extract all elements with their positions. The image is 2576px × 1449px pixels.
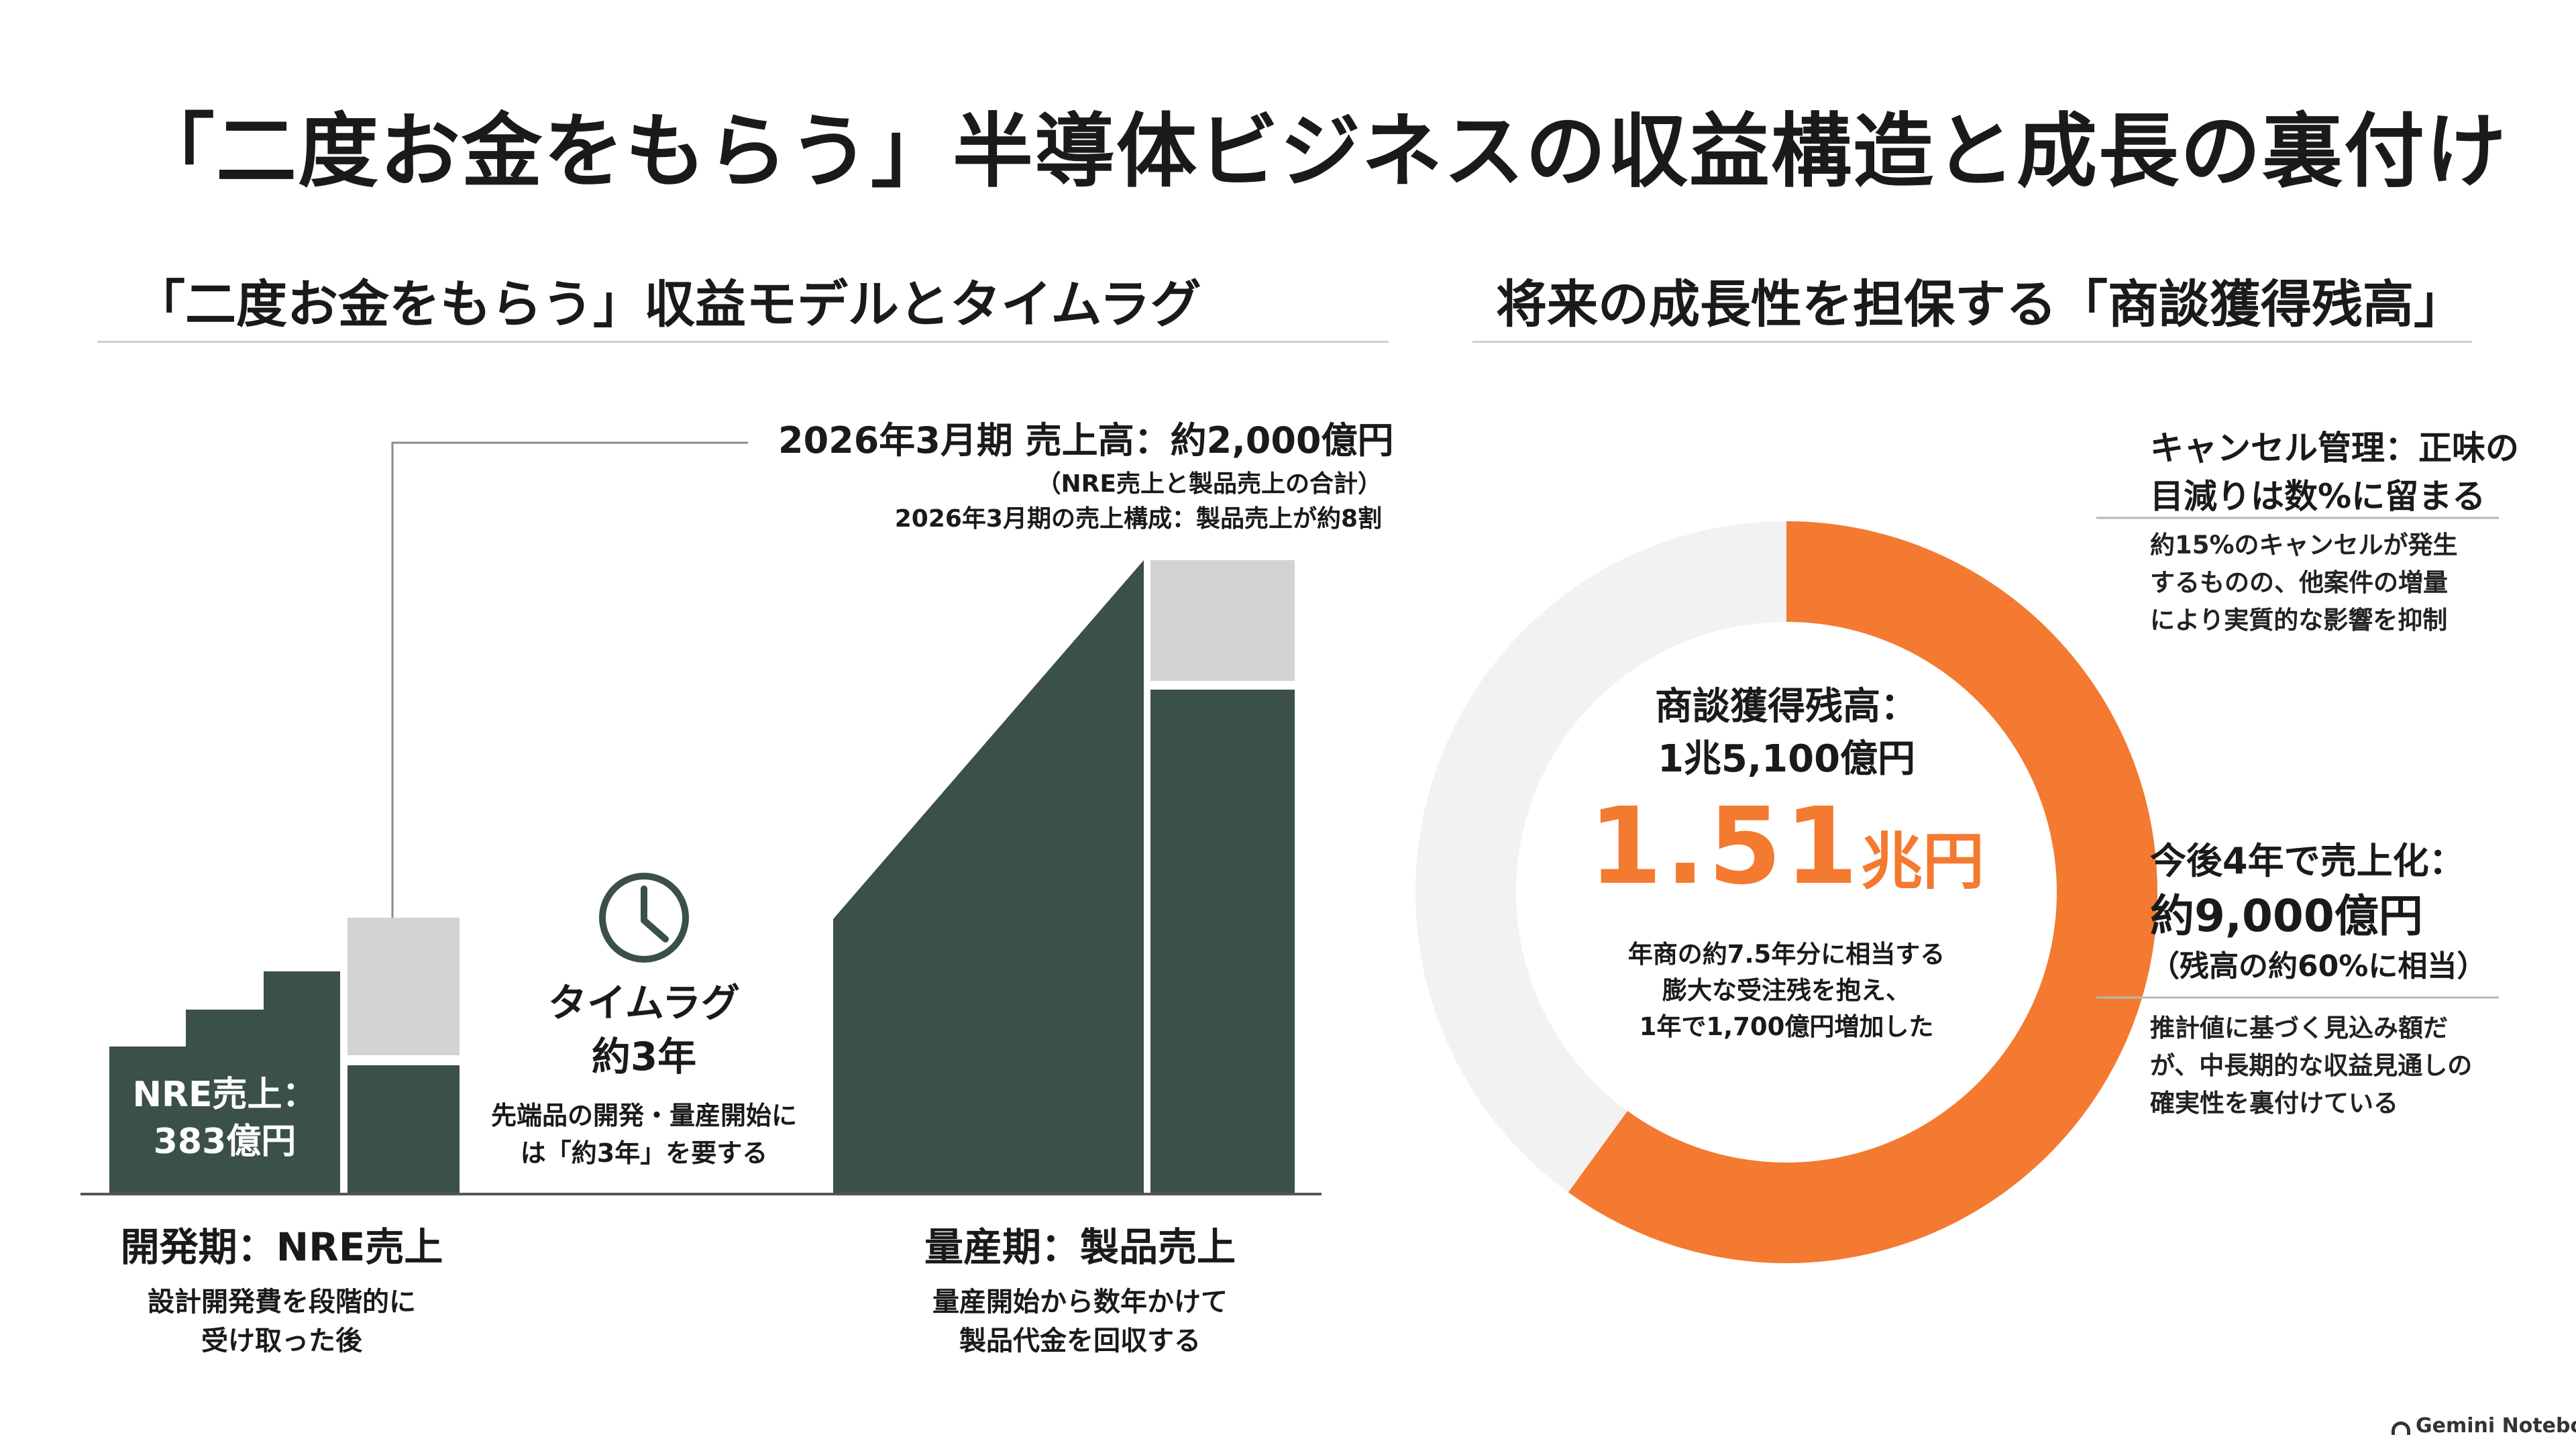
donut-desc-line2: 膨大な受注残を抱え、 [1662, 976, 1911, 1005]
revenue-callout-title: 2026年3月期 売上高：約2,000億円 [778, 419, 1394, 462]
timelag-duration: 約3年 [591, 1034, 697, 1079]
phase-development-desc1: 設計開発費を段階的に [148, 1287, 416, 1318]
left-heading-rule [97, 341, 1389, 343]
nre-label-line2: 383億円 [153, 1122, 297, 1162]
cancel-management-block: キャンセル管理：正味の 目減りは数%に留まる [2150, 424, 2519, 521]
revenue-callout: 2026年3月期 売上高：約2,000億円 （NRE売上と製品売上の合計） 20… [778, 415, 1394, 537]
right-heading-rule [1472, 341, 2472, 343]
product-green-block [1150, 690, 1295, 1194]
product-gray-block [1150, 560, 1295, 681]
donut-label-line2: 1兆5,100億円 [1657, 737, 1916, 781]
backlog-donut-chart [1415, 521, 2157, 1263]
page-title: 「二度お金をもらう」半導体ビジネスの収益構造と成長の裏付け [134, 105, 2508, 199]
footer-brand: Gemini Notebook [2392, 1414, 2576, 1438]
donut-fill-arc [1568, 521, 2157, 1263]
sales-realization-block: 今後4年で売上化： 約9,000億円 （残高の約60%に相当） [2150, 835, 2486, 988]
sales-body-line2: が、中長期的な収益見通しの [2150, 1051, 2473, 1080]
phase-development-title: 開発期：NRE売上 [120, 1224, 443, 1270]
right-section-heading: 将来の成長性を担保する「商談獲得残高」 [1496, 274, 2465, 334]
sales-body-line1: 推計値に基づく見込み額だ [2150, 1014, 2448, 1042]
sales-head-note: （残高の約60%に相当） [2150, 949, 2487, 983]
sales-body-line3: 確実性を裏付けている [2150, 1089, 2398, 1118]
sales-head-value: 約9,000億円 [2150, 890, 2423, 942]
timelag-desc-line1: 先端品の開発・量産開始に [490, 1101, 797, 1130]
cancel-head-line2: 目減りは数%に留まる [2150, 477, 2486, 516]
donut-desc-line1: 年商の約7.5年分に相当する [1627, 940, 1945, 969]
product-ramp [833, 560, 1144, 1194]
cancel-body: 約15%のキャンセルが発生 するものの、他案件の増量 により実質的な影響を抑制 [2150, 527, 2458, 639]
donut-big-value: 1.51兆円 [1565, 790, 2008, 936]
nre-staircase [109, 971, 340, 1194]
phase-massproduction-desc1: 量産開始から数年かけて [932, 1287, 1228, 1318]
cancel-body-line2: するものの、他案件の増量 [2150, 568, 2448, 597]
cancel-body-line1: 約15%のキャンセルが発生 [2150, 531, 2458, 559]
nre-label-line1: NRE売上： [132, 1075, 317, 1115]
phase-massproduction-title: 量産期：製品売上 [924, 1224, 1236, 1270]
sales-head-line1: 今後4年で売上化： [2150, 840, 2465, 882]
donut-big-unit: 兆円 [1860, 826, 1984, 898]
phase-development-desc2: 受け取った後 [201, 1326, 362, 1356]
callout-connector-line [391, 441, 748, 919]
revenue-callout-note1: （NRE売上と製品売上の合計） [1036, 470, 1382, 498]
phase-massproduction: 量産期：製品売上 量産開始から数年かけて 製品代金を回収する [859, 1216, 1301, 1360]
gemini-notebook-logo-icon [2392, 1421, 2410, 1435]
sales-body: 推計値に基づく見込み額だ が、中長期的な収益見通しの 確実性を裏付けている [2150, 1010, 2472, 1122]
timelag-desc-line2: は「約3年」を要する [520, 1138, 768, 1168]
cancel-body-line3: により実質的な影響を抑制 [2150, 606, 2448, 635]
timelag-block: タイムラグ 約3年 先端品の開発・量産開始に は「約3年」を要する [456, 976, 832, 1172]
donut-big-number: 1.51 [1589, 785, 1861, 908]
nre-gray-block [347, 918, 460, 1055]
nre-green-block [347, 1065, 460, 1194]
timelag-title: タイムラグ [548, 980, 740, 1026]
phase-development: 開発期：NRE売上 設計開発費を段階的に 受け取った後 [80, 1216, 483, 1360]
phase-massproduction-desc2: 製品代金を回収する [959, 1326, 1201, 1356]
donut-desc-line3: 1年で1,700億円増加した [1639, 1012, 1934, 1041]
clock-icon [599, 873, 689, 963]
footer-brand-text: Gemini Notebook [2416, 1414, 2576, 1438]
left-section-heading: 「二度お金をもらう」収益モデルとタイムラグ [134, 274, 1201, 334]
revenue-callout-note2: 2026年3月期の売上構成：製品売上が約8割 [894, 505, 1382, 533]
nre-value-label: NRE売上： 383億円 [109, 1071, 340, 1165]
cancel-head-line1: キャンセル管理：正味の [2150, 429, 2519, 468]
donut-center-text: 商談獲得残高： 1兆5,100億円 1.51兆円 年商の約7.5年分に相当する … [1565, 681, 2008, 1045]
donut-label-line1: 商談獲得残高： [1655, 685, 1918, 729]
